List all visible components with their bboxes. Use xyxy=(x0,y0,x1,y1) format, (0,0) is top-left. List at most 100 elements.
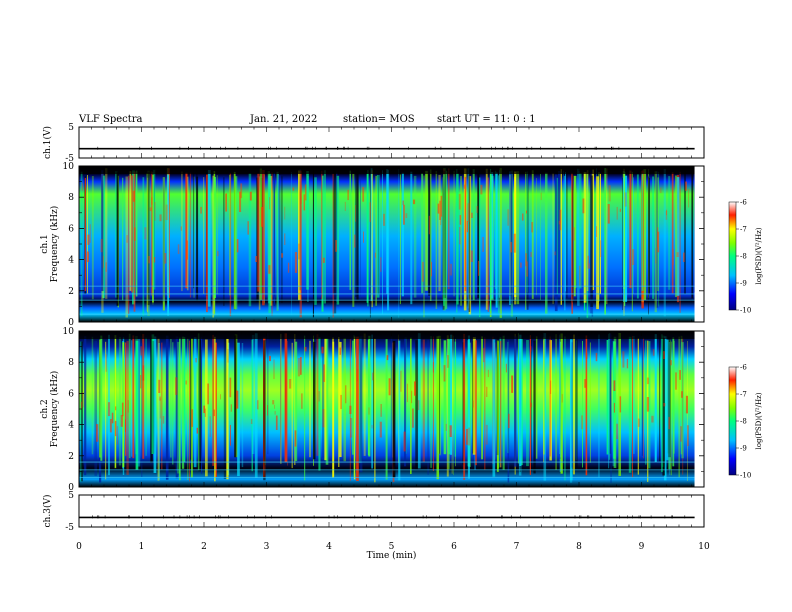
spectrogram-hotspot xyxy=(204,408,206,417)
spectrogram-hotspot xyxy=(321,346,324,354)
spectrogram-streak xyxy=(453,170,455,297)
spectrogram-streak xyxy=(385,339,388,480)
spectrogram-streak xyxy=(643,337,644,459)
spectrogram-hotspot xyxy=(304,346,307,352)
spectrogram-hotspot xyxy=(355,205,356,222)
spectrogram-streak xyxy=(519,334,522,466)
spectrogram-streak xyxy=(664,336,667,481)
colorbar-gradient xyxy=(728,366,737,476)
spectrogram-streak xyxy=(151,334,155,454)
spectrogram-hotspot xyxy=(685,395,688,414)
spectrogram-streak xyxy=(278,175,281,297)
spectrogram-streak xyxy=(684,169,686,295)
spectrogram-hotspot xyxy=(530,402,533,408)
spectrogram-streak xyxy=(691,168,694,299)
spectrogram-streak xyxy=(410,171,413,305)
spectrogram-hotspot xyxy=(159,214,162,222)
spectrogram-hotspot xyxy=(164,253,167,264)
spectrogram-streak xyxy=(277,174,279,310)
spectrogram-streak xyxy=(343,338,346,462)
spectrogram-hotspot xyxy=(507,209,509,226)
spectrogram-streak xyxy=(294,341,298,461)
spectrogram-streak xyxy=(682,337,684,475)
spectrogram-hotspot xyxy=(440,195,443,217)
spectrogram-streak xyxy=(577,168,580,306)
start-time-label: start UT = 11: 0 : 1 xyxy=(437,114,536,125)
spectrogram-streak xyxy=(203,177,205,294)
spectrogram-streak xyxy=(514,336,517,467)
spectrogram-hotspot xyxy=(260,207,263,227)
spectrogram-streak xyxy=(336,175,340,305)
spectrogram-streak xyxy=(187,338,189,480)
spectrogram-streak xyxy=(193,337,197,468)
spectrogram-streak xyxy=(122,177,124,301)
spectrogram-streak xyxy=(536,178,537,296)
spectrogram-streak xyxy=(135,340,139,470)
spectrogram-hotspot xyxy=(203,405,205,414)
spectrogram-streak xyxy=(570,339,573,481)
spectrogram-streak xyxy=(281,176,283,303)
spectrogram-hotspot xyxy=(354,234,356,248)
chart-title: VLF Spectra xyxy=(78,114,143,125)
spectrogram-streak xyxy=(262,170,265,306)
spectrogram-hotspot xyxy=(449,263,453,276)
spectrogram-streak xyxy=(502,335,505,470)
spectrogram-streak xyxy=(387,169,390,311)
spectrogram-streak xyxy=(167,174,170,316)
spectrogram-streak xyxy=(212,334,214,466)
spectrogram-streak xyxy=(472,169,475,301)
spectrogram-streak xyxy=(84,177,87,292)
spectrogram-streak xyxy=(115,171,118,298)
spectrogram-streak xyxy=(304,335,306,481)
spectrogram-streak xyxy=(125,176,128,318)
spectrogram-hotspot xyxy=(116,426,119,445)
spectrogram-streak xyxy=(529,335,531,475)
spectrogram-streak xyxy=(582,340,583,468)
spectrogram-streak xyxy=(438,335,441,454)
spectrogram-hotspot xyxy=(191,409,193,427)
y-tick-label: 2 xyxy=(68,452,74,462)
spectrogram-hotspot xyxy=(236,390,239,409)
spectrogram-streak xyxy=(312,168,314,318)
ch2-spectrogram-panel: 0 2 4 6 8 10 ch.2 Frequency (kHz) xyxy=(40,327,705,493)
spectrogram-hotspot xyxy=(414,381,416,396)
colorbar-tick-label: -8 xyxy=(740,418,747,426)
spectrogram-hotspot xyxy=(185,380,187,385)
spectrogram-streak xyxy=(152,169,156,290)
spectrogram-hotspot xyxy=(526,210,527,214)
spectrogram-hotspot xyxy=(369,202,371,222)
spectrogram-streak xyxy=(280,333,282,464)
spectrogram-streak xyxy=(490,168,492,311)
spectrogram-hotspot xyxy=(688,189,690,208)
spectrogram-hotspot xyxy=(431,261,432,277)
spectrogram-streak xyxy=(545,172,548,314)
spectrogram-hotspot xyxy=(411,390,413,404)
spectrogram-hotspot xyxy=(619,396,622,413)
spectrogram-streak xyxy=(447,337,450,469)
spectrogram-streak xyxy=(463,333,466,480)
spectrogram-streak xyxy=(323,170,326,304)
colorbar-tick-label: -7 xyxy=(740,226,747,234)
spectrogram-streak xyxy=(152,175,154,303)
spectrogram-streak xyxy=(525,171,527,310)
spectrogram-streak xyxy=(507,341,509,454)
spectrogram-hotspot xyxy=(417,400,420,411)
spectrogram-hotspot xyxy=(120,415,123,427)
spectrogram-streak xyxy=(369,168,371,318)
spectrogram-streak xyxy=(152,172,154,305)
spectrogram-streak xyxy=(214,336,216,482)
spectrogram-streak xyxy=(632,335,633,478)
spectrogram-streak xyxy=(447,339,451,455)
spectrogram-streak xyxy=(565,172,566,292)
spectrogram-streak xyxy=(401,172,404,297)
spectrogram-streak xyxy=(185,172,188,289)
spectrogram-streak xyxy=(509,175,511,296)
spectrogram-streak xyxy=(207,170,211,307)
y-tick-label: 8 xyxy=(68,358,74,368)
spectrogram-hotspot xyxy=(616,206,618,220)
spectrogram-streak xyxy=(333,168,336,294)
spectrogram-hotspot xyxy=(485,424,488,445)
spectrogram-streak xyxy=(671,172,674,294)
spectrogram-streak xyxy=(608,333,610,460)
spectrogram-streak xyxy=(196,169,198,293)
